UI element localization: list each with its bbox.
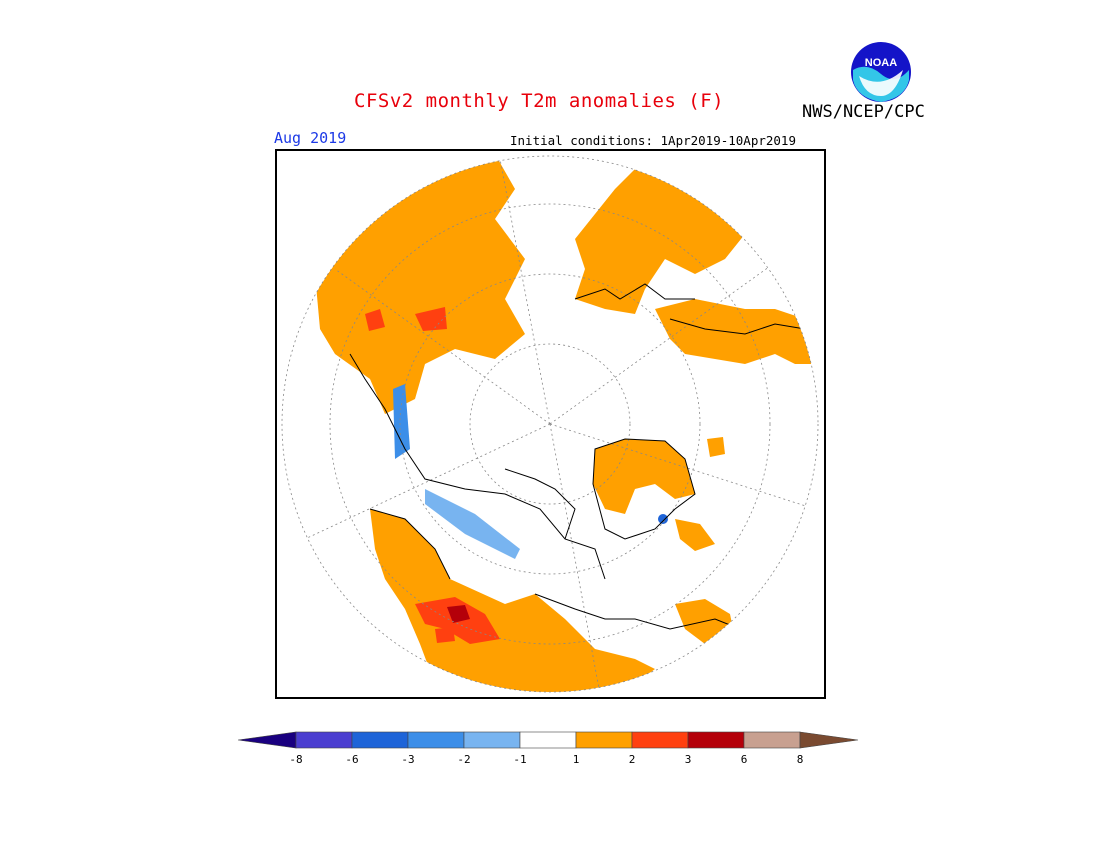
legend-bin xyxy=(238,731,297,749)
legend-bin xyxy=(575,731,633,749)
legend-bin xyxy=(519,731,577,749)
anomaly-region-iceland xyxy=(707,437,725,457)
legend-tick-label: 1 xyxy=(572,753,580,766)
anomaly-region-strong-d xyxy=(435,627,455,643)
legend-tick-label: -1 xyxy=(513,753,527,766)
legend-tick-label: 3 xyxy=(684,753,692,766)
anomaly-region-north-america xyxy=(370,509,655,692)
anomaly-map xyxy=(275,149,826,699)
legend-tick-label: 2 xyxy=(628,753,636,766)
logo-text: NOAA xyxy=(865,57,897,69)
anomaly-region-greenland xyxy=(593,439,695,514)
forecast-month: Aug 2019 xyxy=(274,129,347,147)
legend-tick-label: 8 xyxy=(796,753,804,766)
legend-bin xyxy=(295,731,353,749)
legend-tick-label: -2 xyxy=(457,753,471,766)
legend-bin xyxy=(463,731,521,749)
legend-tick-label: -6 xyxy=(345,753,359,766)
legend-bin xyxy=(743,731,801,749)
legend-tick-label: -8 xyxy=(289,753,303,766)
anomaly-region-cool-c xyxy=(658,514,668,524)
anomaly-region-hot xyxy=(447,605,470,623)
noaa-logo-icon: NOAA xyxy=(851,42,911,102)
anomaly-region-europe xyxy=(655,299,818,364)
color-legend xyxy=(238,731,859,749)
anomaly-region-cool-a xyxy=(393,384,410,459)
legend-bin xyxy=(799,731,859,749)
legend-bin xyxy=(687,731,745,749)
legend-bin xyxy=(407,731,465,749)
anomaly-region-scandinavia xyxy=(675,519,715,551)
initial-conditions: Initial conditions: 1Apr2019-10Apr2019 xyxy=(510,133,796,148)
anomaly-region-cool-b xyxy=(425,489,520,559)
legend-bin xyxy=(351,731,409,749)
legend-bin xyxy=(631,731,689,749)
legend-tick-label: 6 xyxy=(740,753,748,766)
chart-title: CFSv2 monthly T2m anomalies (F) xyxy=(354,90,725,112)
map-outer-circle xyxy=(281,155,819,693)
agency-label: NWS/NCEP/CPC xyxy=(802,102,925,122)
legend-tick-label: -3 xyxy=(401,753,415,766)
anomaly-region-strong-b xyxy=(365,309,385,331)
anomaly-region-strong-c xyxy=(415,307,447,331)
